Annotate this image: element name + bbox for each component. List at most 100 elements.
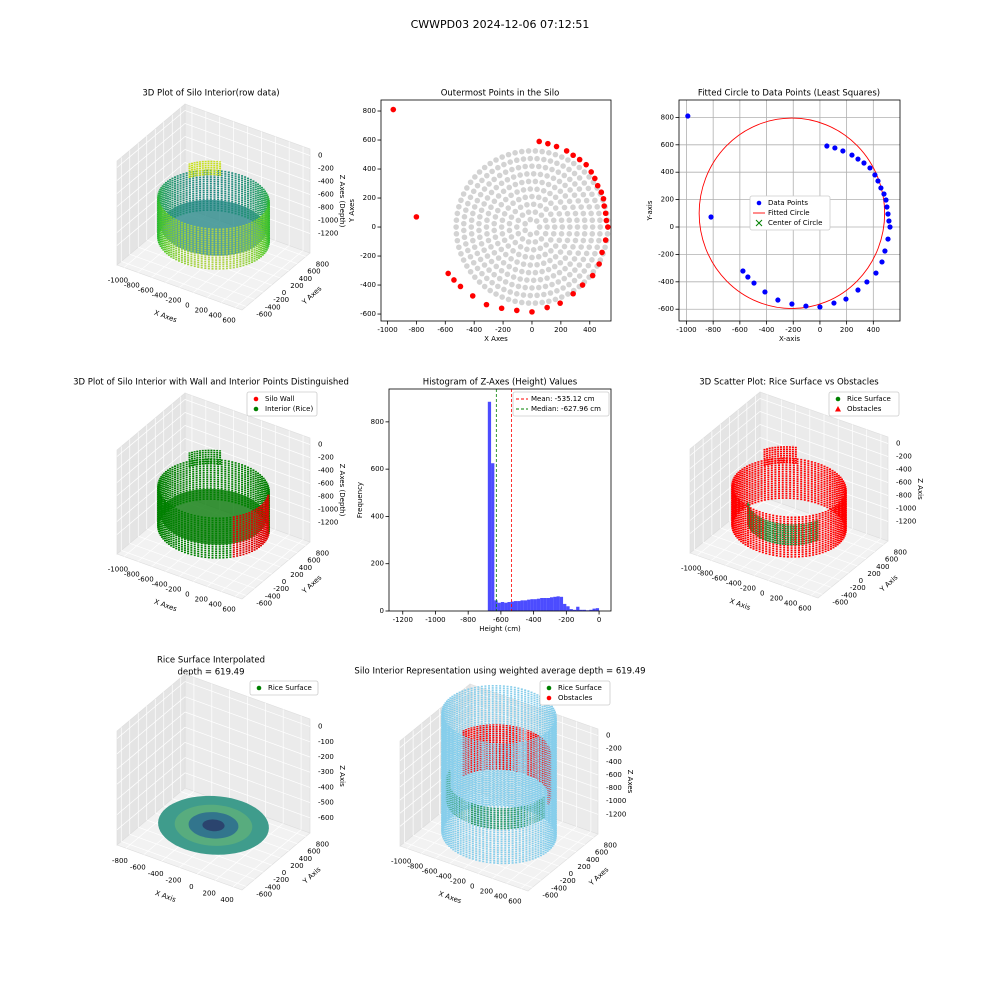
point [708,214,714,220]
background-point [493,184,500,191]
y-tick-label: 400 [876,563,889,571]
background-point [527,186,534,192]
x-tick-label: 200 [195,596,208,604]
x-tick-label: 0 [530,326,534,334]
z-tick-label: -400 [318,178,334,186]
point [885,236,891,242]
background-point [498,201,505,208]
bar [553,596,557,611]
background-point [510,200,516,207]
background-point [552,205,559,211]
grid-line [116,425,186,483]
x-tick-label: -200 [495,326,511,334]
x-tick-label: -400 [148,870,164,878]
background-point [467,268,474,275]
background-point [578,204,584,210]
background-point [565,157,571,163]
grid-line [116,175,186,233]
grid-line [399,703,471,761]
background-point [512,150,518,156]
z-tick-label: 0 [318,441,322,449]
grid-line [116,438,186,496]
bar [576,606,580,611]
background-point [513,291,520,297]
background-point [560,285,566,291]
grid-line [184,399,311,445]
background-point [556,237,563,244]
z-axis-label: Z Axis [916,478,924,500]
background-point [488,258,495,265]
background-point [555,279,562,285]
bar [504,602,508,611]
background-point [516,251,522,258]
background-point [481,262,488,268]
y-tick-label: 400 [299,564,312,572]
z-tick-label: -1000 [318,217,338,225]
bar [559,596,564,611]
background-point [585,185,592,192]
point [883,197,889,203]
z-tick-label: -600 [318,480,334,488]
z-axis-label: Z Axes (Depth) [338,175,346,228]
background-point [481,201,487,207]
background-point [564,237,571,244]
y-tick-label: -200 [360,252,376,260]
point [589,272,596,279]
grid-line [184,726,311,773]
y-tick-label: -400 [265,303,281,311]
background-point [557,188,564,195]
background-point [486,181,492,187]
background-point [581,217,588,224]
point [469,293,476,299]
background-point [566,166,572,173]
y-tick-label: 800 [894,549,907,557]
background-point [524,201,530,208]
x-axis-label: X Axes [484,335,508,343]
background-point [484,195,491,201]
x-tick-label: 400 [208,601,221,609]
background-point [489,279,495,286]
background-point [574,224,581,230]
x-tick-label: 600 [222,317,235,325]
background-point [557,199,564,205]
point [598,189,605,196]
point [824,143,830,149]
background-point [588,237,594,244]
point [390,106,397,113]
z-tick-label: -800 [606,784,622,792]
background-point [561,204,568,211]
grid-line [184,425,311,471]
x-tick-label: -200 [166,877,182,885]
point [570,290,576,297]
grid-line [399,755,471,814]
x-tick-label: 400 [784,600,797,608]
y-tick-label: 600 [307,268,320,276]
background-point [461,234,468,241]
x-tick-label: -1000 [391,858,411,866]
x-tick-label: -800 [407,863,423,871]
point [762,289,768,295]
background-point [539,299,545,306]
grid-line [116,399,186,457]
background-point [565,291,571,297]
x-tick-label: -600 [732,326,748,334]
z-tick-label: -400 [318,467,334,475]
y-tick-label: 400 [586,856,599,864]
grid-line [759,437,889,483]
background-point [520,187,527,193]
background-point [461,214,468,220]
figure-title: CWWPD03 2024-12-06 07:12:51 [411,18,590,31]
legend-marker [253,406,259,412]
background-point [491,220,498,227]
point [881,191,887,197]
background-point [561,243,568,250]
z-tick-label: -100 [318,738,334,746]
background-point [572,181,578,187]
background-point [540,260,547,267]
grid-line [116,772,186,831]
background-point [502,196,509,203]
decor-surface [202,819,225,832]
background-point [522,227,528,234]
legend-marker [546,685,552,691]
point [596,261,602,267]
